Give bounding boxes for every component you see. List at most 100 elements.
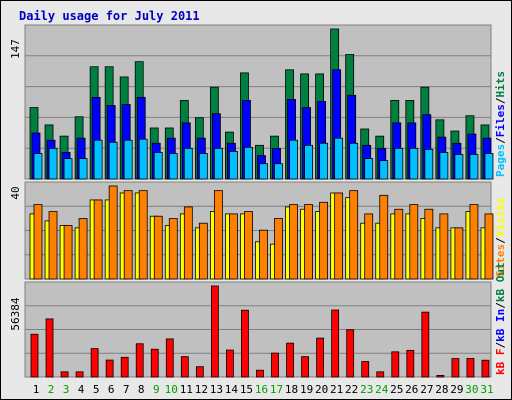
bar-sites-day-29: [454, 227, 464, 280]
day-label-6: 6: [108, 383, 115, 396]
bar-pages-day-24: [379, 160, 389, 180]
bar-kb-f-day-17: [271, 352, 279, 378]
day-label-17: 17: [270, 383, 283, 396]
bar-sites-day-23: [364, 213, 374, 280]
bar-pages-day-12: [198, 153, 208, 180]
day-label-30: 30: [465, 383, 478, 396]
bar-kb-f-day-4: [75, 371, 84, 378]
bar-sites-day-21: [334, 192, 344, 280]
bar-kb-f-day-19: [301, 356, 309, 378]
bar-pages-day-16: [259, 163, 268, 180]
bar-kb-f-day-14: [226, 349, 234, 378]
legend-separator: /: [494, 97, 507, 104]
bar-pages-day-9: [153, 152, 163, 180]
bar-sites-day-25: [394, 208, 404, 280]
bar-kb-f-day-1: [30, 333, 39, 378]
bar-sites-day-22: [349, 190, 359, 280]
bar-pages-day-18: [289, 139, 298, 180]
bar-sites-day-7: [123, 190, 133, 280]
day-label-10: 10: [165, 383, 178, 396]
day-label-4: 4: [78, 383, 85, 396]
day-label-22: 22: [345, 383, 358, 396]
bar-pages-day-20: [319, 142, 329, 180]
bar-sites-day-11: [183, 206, 193, 280]
day-label-23: 23: [360, 383, 373, 396]
panel-hits-files-pages-legend: Pages/Files/Hits: [494, 71, 507, 177]
day-label-16: 16: [255, 383, 268, 396]
bar-kb-f-day-26: [406, 349, 415, 378]
bar-pages-day-11: [183, 147, 193, 180]
bar-sites-day-18: [289, 204, 298, 280]
day-label-21: 21: [330, 383, 343, 396]
bar-sites-day-30: [469, 204, 479, 280]
day-label-8: 8: [138, 383, 145, 396]
day-label-9: 9: [153, 383, 160, 396]
bar-sites-day-4: [78, 218, 88, 280]
legend-kb-in: kB In: [494, 309, 507, 342]
bar-sites-day-15: [244, 211, 253, 280]
bar-sites-day-17: [274, 218, 283, 280]
legend-pages: Pages: [494, 144, 507, 177]
bar-sites-day-8: [138, 190, 148, 280]
bar-kb-f-day-28: [436, 374, 445, 378]
bar-sites-day-9: [153, 215, 163, 280]
day-label-5: 5: [93, 383, 100, 396]
bar-sites-day-2: [48, 211, 58, 280]
legend-visits: Visits: [494, 198, 507, 238]
bar-pages-day-15: [244, 146, 253, 180]
legend-hits: Hits: [494, 71, 507, 98]
bar-kb-f-day-30: [466, 358, 475, 378]
day-label-20: 20: [315, 383, 328, 396]
bar-pages-day-14: [229, 151, 238, 180]
day-label-14: 14: [225, 383, 239, 396]
day-label-2: 2: [48, 383, 55, 396]
bar-kb-f-day-5: [90, 348, 99, 378]
bar-kb-f-day-7: [120, 356, 129, 378]
bar-sites-day-27: [424, 208, 434, 280]
bar-sites-day-10: [168, 218, 178, 280]
panel-visits-sites-legend: Sites/Visits: [494, 198, 507, 278]
bar-pages-day-19: [304, 144, 313, 180]
bar-pages-day-23: [364, 158, 374, 180]
day-label-31: 31: [480, 383, 493, 396]
day-label-24: 24: [375, 383, 389, 396]
bar-sites-day-5: [93, 199, 103, 280]
bar-kb-f-day-13: [210, 285, 219, 378]
bar-kb-f-day-12: [195, 366, 204, 378]
panel-hits-files-pages-max-label: 147: [9, 39, 22, 59]
bar-pages-day-7: [123, 139, 133, 180]
bar-kb-f-day-9: [150, 348, 159, 378]
day-label-18: 18: [285, 383, 298, 396]
bar-kb-f-day-6: [105, 359, 114, 378]
day-label-25: 25: [390, 383, 403, 396]
bar-pages-day-31: [484, 153, 494, 180]
day-label-19: 19: [300, 383, 313, 396]
legend-separator: /: [494, 302, 507, 309]
bar-kb-f-day-27: [421, 311, 430, 378]
bar-sites-day-26: [409, 204, 419, 280]
bar-sites-day-3: [63, 225, 73, 280]
bar-pages-day-17: [274, 163, 283, 180]
bar-pages-day-26: [409, 147, 419, 180]
bar-kb-f-day-29: [451, 358, 460, 378]
legend-separator: /: [494, 237, 507, 244]
legend-separator: /: [494, 342, 507, 349]
bar-pages-day-3: [63, 158, 73, 180]
bar-pages-day-27: [424, 149, 434, 180]
bar-kb-f-day-31: [481, 359, 490, 378]
bar-pages-day-25: [394, 147, 404, 180]
bar-sites-day-16: [259, 229, 268, 280]
bar-kb-f-day-21: [331, 309, 340, 378]
bar-sites-day-20: [319, 201, 329, 280]
bar-pages-day-2: [48, 147, 58, 180]
legend-separator: /: [494, 137, 507, 144]
panel-kbytes-legend: kB F/kB In/kB Out: [494, 262, 507, 375]
bar-kb-f-day-11: [180, 356, 189, 378]
bar-kb-f-day-24: [376, 371, 385, 378]
legend-sites: Sites: [494, 244, 507, 277]
bar-kb-f-day-3: [60, 371, 69, 378]
day-label-26: 26: [405, 383, 418, 396]
bar-sites-day-19: [304, 204, 313, 280]
